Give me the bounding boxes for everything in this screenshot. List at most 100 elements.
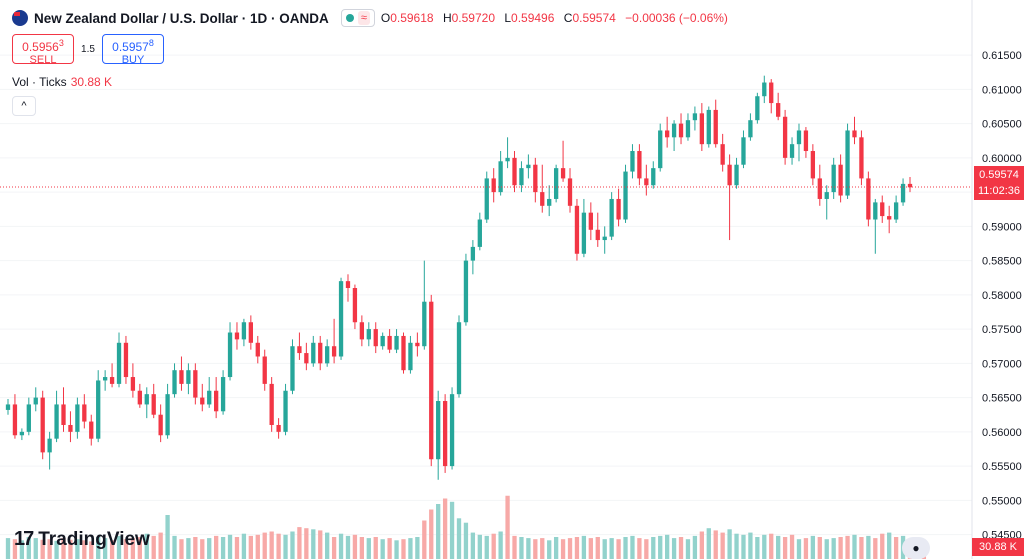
- candle: [144, 387, 149, 419]
- candle-body: [387, 335, 392, 350]
- candle: [491, 168, 496, 203]
- candle-body: [720, 144, 725, 165]
- market-status-pill[interactable]: ≈: [340, 9, 375, 27]
- tradingview-logo[interactable]: 17 TradingView: [14, 528, 150, 551]
- volume-bar: [560, 539, 566, 559]
- volume-bar: [665, 534, 670, 559]
- candle: [47, 431, 52, 470]
- candle: [19, 428, 25, 441]
- volume-bar: [755, 537, 760, 559]
- volume-bar: [553, 537, 559, 559]
- candle-body: [422, 301, 427, 347]
- volume-bar: [283, 534, 288, 559]
- candle-body: [505, 157, 510, 162]
- candle-body: [789, 144, 795, 158]
- buy-button[interactable]: 0.59578 BUY: [102, 34, 164, 66]
- candle: [40, 390, 45, 460]
- volume-bar: [595, 537, 600, 559]
- candle-body: [186, 370, 191, 384]
- volume-bar: [449, 501, 455, 559]
- candle: [748, 113, 753, 141]
- sell-button[interactable]: 0.59563 SELL: [12, 34, 74, 66]
- volume-bar: [824, 539, 829, 559]
- y-tick-label: 0.60000: [982, 153, 1022, 165]
- candle: [526, 154, 531, 179]
- candle-body: [54, 404, 59, 439]
- volume-bar: [5, 538, 11, 559]
- volume-bar: [172, 535, 177, 559]
- candle: [658, 123, 663, 172]
- candle: [533, 157, 538, 203]
- volume-bar: [429, 509, 434, 559]
- volume-bar: [713, 530, 718, 559]
- flag-icon: [12, 10, 28, 26]
- candle: [297, 332, 302, 360]
- candle: [845, 123, 850, 199]
- volume-bar: [436, 504, 441, 559]
- candle: [789, 137, 795, 165]
- candle: [54, 390, 59, 443]
- candle: [512, 151, 517, 193]
- candle-body: [207, 390, 212, 405]
- candle: [803, 127, 809, 158]
- candle-body: [623, 171, 628, 220]
- candle: [900, 178, 906, 206]
- chart-grid: [0, 54, 972, 536]
- candle-body: [533, 164, 538, 193]
- collapse-legend-button[interactable]: ^: [12, 96, 36, 116]
- candle-body: [5, 404, 11, 410]
- candle: [359, 315, 365, 347]
- y-tick-label: 0.58500: [982, 256, 1022, 268]
- candle-body: [179, 370, 184, 384]
- volume-bar: [880, 533, 885, 559]
- y-tick-label: 0.58000: [982, 290, 1022, 302]
- candle: [567, 168, 573, 213]
- candle-body: [567, 178, 573, 206]
- symbol-title[interactable]: New Zealand Dollar / U.S. Dollar · 1D · …: [34, 10, 329, 26]
- candle: [304, 342, 309, 371]
- candle: [220, 370, 226, 415]
- volume-bar: [290, 531, 295, 559]
- candle-body: [463, 260, 469, 323]
- brand-name: TradingView: [38, 528, 150, 550]
- user-avatar-icon[interactable]: ●: [902, 537, 930, 559]
- candle: [276, 418, 281, 439]
- candle-body: [89, 421, 94, 439]
- candle: [692, 106, 698, 131]
- candle: [588, 202, 593, 241]
- candle-body: [352, 288, 358, 323]
- candle-body: [165, 394, 170, 436]
- candle: [484, 171, 489, 223]
- volume-bar: [47, 539, 52, 559]
- candle: [734, 157, 739, 189]
- volume-bar: [352, 534, 358, 559]
- chevron-up-icon: ^: [21, 100, 27, 112]
- candle: [540, 164, 545, 213]
- volume-bar: [498, 531, 503, 559]
- candle-body: [276, 424, 281, 432]
- candle-body: [831, 164, 836, 193]
- candle: [137, 383, 142, 408]
- candle: [762, 75, 767, 104]
- y-tick-label: 0.61500: [982, 50, 1022, 62]
- trade-panel: 0.59563 SELL 1.5 0.59578 BUY: [12, 34, 164, 66]
- candle-body: [553, 168, 559, 199]
- candle-body: [685, 120, 691, 138]
- volume-bar: [776, 535, 781, 559]
- candle-body: [782, 116, 788, 158]
- candle-body: [547, 198, 552, 206]
- candle-body: [498, 161, 503, 193]
- volume-bar: [803, 538, 809, 559]
- buy-price: 0.5957: [112, 40, 149, 54]
- candle: [831, 157, 836, 199]
- candle-body: [401, 335, 406, 371]
- volume-bar: [359, 537, 365, 559]
- volume-legend[interactable]: Vol · Ticks 30.88 K: [12, 75, 112, 89]
- candle: [186, 363, 191, 395]
- volume-bar: [699, 531, 704, 559]
- candle-body: [644, 178, 649, 186]
- volume-bar: [304, 528, 309, 559]
- candle: [595, 212, 600, 247]
- volume-bar: [678, 537, 684, 559]
